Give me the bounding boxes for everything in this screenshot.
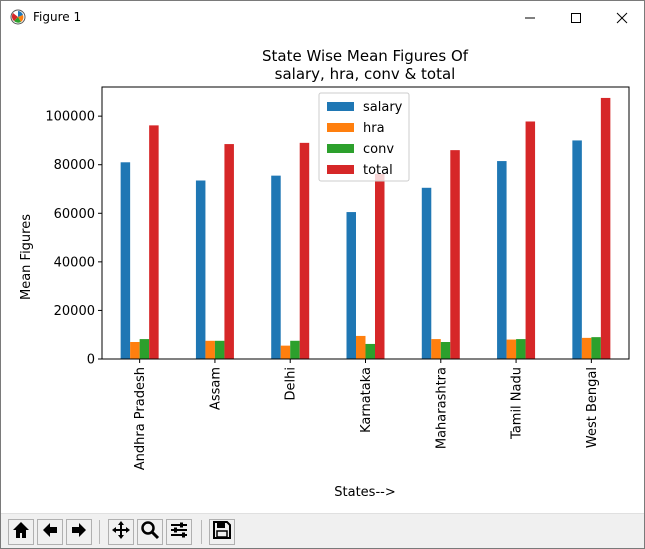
window-title: Figure 1 bbox=[33, 10, 82, 24]
bar-hra-tamil-nadu bbox=[506, 339, 517, 359]
bar-total-andhra-pradesh bbox=[149, 125, 159, 360]
legend-swatch-hra bbox=[327, 123, 354, 132]
bar-conv-west-bengal bbox=[591, 337, 601, 359]
title-bar[interactable]: Figure 1 bbox=[1, 1, 644, 35]
minimize-icon bbox=[524, 9, 536, 28]
figure-canvas[interactable]: State Wise Mean Figures Of salary, hra, … bbox=[1, 35, 644, 513]
configure-subplots-button[interactable] bbox=[166, 519, 192, 545]
pan-icon bbox=[111, 520, 131, 544]
maximize-icon bbox=[570, 9, 582, 28]
bar-conv-assam bbox=[214, 340, 225, 359]
legend: salary hra conv total bbox=[318, 92, 410, 182]
x-tick-label: Karnataka bbox=[359, 367, 374, 433]
bars-group bbox=[120, 97, 611, 360]
bar-salary-west-bengal bbox=[572, 140, 582, 359]
bar-total-maharashtra bbox=[450, 150, 460, 359]
x-tick-label: Assam bbox=[208, 367, 223, 410]
y-tick-label: 80000 bbox=[54, 158, 95, 173]
x-tick-label: Andhra Pradesh bbox=[133, 367, 148, 470]
y-tick-label: 0 bbox=[87, 353, 95, 368]
x-axis-label: States--> bbox=[334, 485, 395, 500]
bar-chart: State Wise Mean Figures Of salary, hra, … bbox=[19, 47, 630, 500]
maximize-button[interactable] bbox=[553, 1, 599, 35]
zoom-button[interactable] bbox=[137, 519, 163, 545]
bar-conv-delhi bbox=[290, 340, 300, 359]
bar-total-karnataka bbox=[375, 173, 385, 359]
forward-arrow-icon bbox=[69, 520, 89, 544]
y-tick-label: 20000 bbox=[54, 304, 95, 319]
bar-hra-west-bengal bbox=[581, 337, 592, 359]
bar-hra-delhi bbox=[280, 345, 291, 359]
x-ticks-group: Andhra Pradesh Assam Delhi Karnataka Maharas… bbox=[133, 359, 600, 470]
bar-salary-tamil-nadu bbox=[497, 161, 507, 359]
legend-label-hra: hra bbox=[363, 121, 385, 136]
toolbar-separator bbox=[99, 520, 100, 544]
bar-salary-maharashtra bbox=[421, 187, 432, 359]
legend-label-conv: conv bbox=[363, 142, 394, 157]
x-tick-label: Tamil Nadu bbox=[510, 367, 525, 440]
legend-label-total: total bbox=[363, 163, 393, 178]
legend-box bbox=[318, 92, 410, 182]
zoom-icon bbox=[140, 520, 160, 544]
bar-hra-karnataka bbox=[356, 335, 366, 359]
bar-total-delhi bbox=[299, 142, 310, 359]
bar-hra-maharashtra bbox=[431, 339, 441, 359]
y-tick-label: 60000 bbox=[54, 207, 95, 222]
navigation-toolbar bbox=[1, 513, 644, 548]
bar-total-west-bengal bbox=[600, 97, 611, 360]
configure-subplots-icon bbox=[169, 520, 189, 544]
y-tick-label: 100000 bbox=[45, 110, 95, 125]
home-button[interactable] bbox=[8, 519, 34, 545]
x-tick-label: West Bengal bbox=[585, 367, 600, 448]
bar-salary-assam bbox=[195, 180, 206, 359]
pan-button[interactable] bbox=[108, 519, 134, 545]
back-button[interactable] bbox=[37, 519, 63, 545]
y-tick-label: 40000 bbox=[54, 255, 95, 270]
y-axis-label: Mean Figures bbox=[19, 214, 34, 300]
forward-button[interactable] bbox=[66, 519, 92, 545]
bar-total-assam bbox=[224, 144, 234, 359]
y-ticks-group: 0 20000 40000 60000 80000 100000 bbox=[45, 110, 102, 368]
toolbar-separator bbox=[201, 520, 202, 544]
bar-conv-tamil-nadu bbox=[516, 339, 526, 359]
legend-swatch-salary bbox=[327, 102, 354, 111]
bar-hra-andhra-pradesh bbox=[130, 342, 140, 359]
bar-conv-andhra-pradesh bbox=[139, 339, 150, 359]
home-icon bbox=[11, 520, 31, 544]
legend-swatch-conv bbox=[327, 144, 354, 153]
minimize-button[interactable] bbox=[507, 1, 553, 35]
bar-conv-maharashtra bbox=[440, 342, 451, 359]
bar-total-tamil-nadu bbox=[525, 121, 536, 360]
close-icon bbox=[616, 9, 628, 28]
bar-hra-assam bbox=[205, 340, 215, 359]
save-icon bbox=[212, 520, 232, 544]
x-tick-label: Maharashtra bbox=[434, 367, 449, 449]
matplotlib-logo-icon bbox=[10, 9, 26, 25]
bar-salary-delhi bbox=[271, 175, 281, 359]
legend-swatch-total bbox=[327, 165, 354, 174]
save-button[interactable] bbox=[209, 519, 235, 545]
chart-title-line-2: salary, hra, conv & total bbox=[275, 65, 456, 83]
close-button[interactable] bbox=[599, 1, 644, 35]
legend-label-salary: salary bbox=[363, 100, 403, 115]
back-arrow-icon bbox=[40, 520, 60, 544]
bar-salary-andhra-pradesh bbox=[120, 162, 131, 359]
x-tick-label: Delhi bbox=[284, 367, 299, 400]
bar-salary-karnataka bbox=[346, 212, 356, 359]
bar-conv-karnataka bbox=[365, 343, 375, 359]
chart-title-line-1: State Wise Mean Figures Of bbox=[262, 47, 469, 65]
